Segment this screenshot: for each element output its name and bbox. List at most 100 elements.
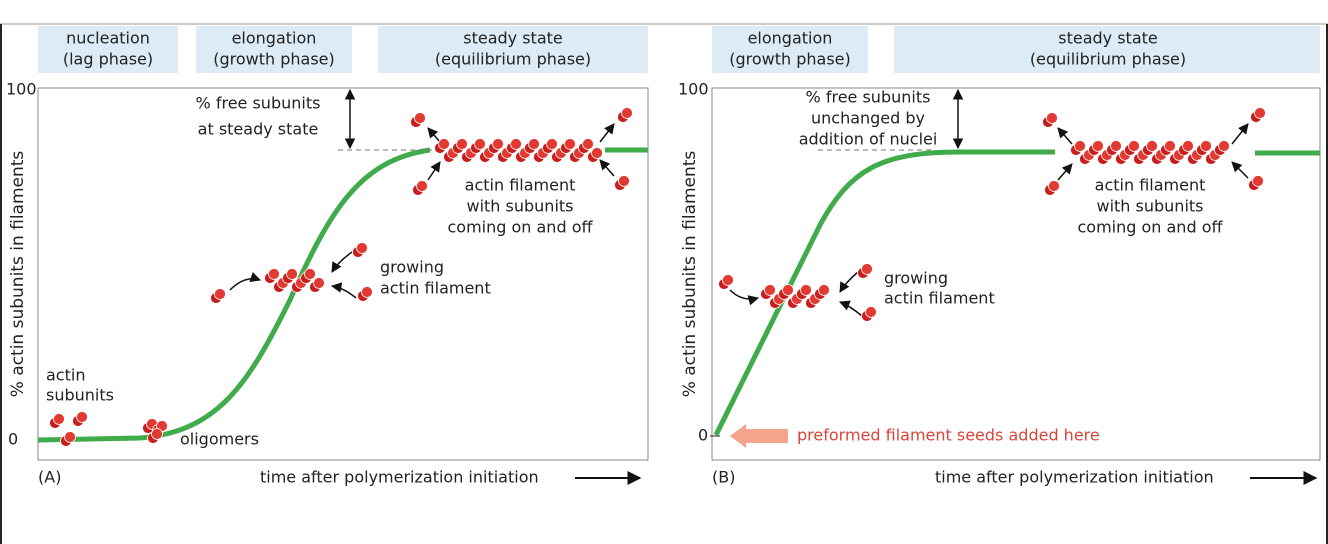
subunit (591, 147, 603, 159)
subunit (546, 138, 558, 150)
arrow (331, 251, 353, 273)
annotation: growing (884, 269, 948, 288)
phase-label: (growth phase) (213, 50, 335, 69)
subunit (528, 138, 540, 150)
annotation: oligomers (180, 430, 259, 449)
annotation: % free subunits (806, 88, 931, 107)
subunit (582, 138, 594, 150)
phase-label: (growth phase) (729, 50, 851, 69)
annotation: actin filament (884, 289, 995, 308)
phase-label: steady state (463, 29, 563, 48)
panel-a: nucleation (lag phase) elongation (growt… (6, 26, 649, 487)
subunit (53, 413, 65, 425)
subunit (510, 138, 522, 150)
arrow (599, 159, 615, 177)
plot-frame (711, 87, 1321, 461)
phase-label: elongation (748, 29, 833, 48)
subunit (564, 138, 576, 150)
subunit (1046, 112, 1058, 124)
panel-b: elongation (growth phase) steady state (… (678, 26, 1321, 487)
subunit (286, 268, 298, 280)
subunit (621, 107, 633, 119)
annotation: actin filament (1095, 176, 1206, 195)
subunit (414, 112, 426, 124)
subunit (1128, 140, 1140, 152)
x-axis-label: time after polymerization initiation (935, 468, 1214, 487)
annotation: preformed filament seeds added here (797, 426, 1100, 445)
phase-label: (equilibrium phase) (435, 50, 591, 69)
phase-label: elongation (232, 29, 317, 48)
annotation: unchanged by (811, 109, 925, 128)
phase-label: (equilibrium phase) (1030, 50, 1186, 69)
annotation: actin filament (380, 279, 491, 298)
subunit (618, 175, 630, 187)
phase-box (38, 26, 178, 73)
annotation: actin filament (465, 176, 576, 195)
subunit (722, 274, 734, 286)
y-tick-label: 100 (678, 80, 709, 99)
subunit (818, 284, 830, 296)
seed-arrow (730, 424, 788, 448)
y-tick-label: 0 (698, 426, 708, 445)
subunit (361, 286, 373, 298)
x-axis-label: time after polymerization initiation (260, 468, 539, 487)
annotation: with subunits (467, 197, 574, 216)
arrow (839, 271, 859, 293)
annotation: at steady state (198, 120, 319, 139)
arrow (1231, 123, 1249, 145)
y-axis-label: % actin subunits in filaments (8, 151, 28, 398)
annotation: growing (380, 258, 444, 277)
subunit (1218, 140, 1230, 152)
subunit (1254, 107, 1266, 119)
subunit (313, 277, 325, 289)
annotation: subunits (46, 386, 114, 405)
subunit (1200, 140, 1212, 152)
arrow (729, 289, 760, 306)
phase-box (378, 26, 648, 73)
arrow (839, 300, 863, 317)
subunit (438, 138, 450, 150)
plot-frame (37, 87, 649, 461)
y-tick-label: 100 (6, 80, 37, 99)
arrow (1057, 163, 1073, 181)
annotation: % free subunits (196, 94, 321, 113)
subunit (800, 284, 812, 296)
phase-box (894, 26, 1320, 73)
arrow (427, 127, 441, 143)
subunit (356, 242, 368, 254)
curve (713, 149, 1055, 437)
arrow (599, 123, 615, 143)
panel-label: (B) (712, 468, 735, 487)
subunit (1146, 140, 1158, 152)
annotation: coming on and off (1077, 218, 1223, 237)
phase-label: steady state (1058, 29, 1158, 48)
annotation: addition of nuclei (799, 130, 938, 149)
subunit (492, 138, 504, 150)
subunit (64, 431, 76, 443)
subunit (214, 288, 226, 300)
subunit (416, 180, 428, 192)
phase-box (196, 26, 352, 73)
annotation: actin (46, 366, 85, 385)
subunit (1252, 175, 1264, 187)
annotation: coming on and off (447, 218, 593, 237)
subunit (1074, 140, 1086, 152)
curve (37, 147, 431, 443)
subunit (782, 284, 794, 296)
arrow (1231, 161, 1249, 179)
arrow (330, 282, 357, 299)
subunit (474, 138, 486, 150)
subunit (865, 306, 877, 318)
subunit (151, 428, 163, 440)
subunit (1048, 180, 1060, 192)
subunit (76, 411, 88, 423)
subunit (304, 268, 316, 280)
subunit (1182, 140, 1194, 152)
arrow (1057, 127, 1073, 145)
y-axis-label: % actin subunits in filaments (680, 151, 700, 398)
subunit (1164, 140, 1176, 152)
y-tick-label: 0 (8, 430, 18, 449)
subunit (456, 138, 468, 150)
